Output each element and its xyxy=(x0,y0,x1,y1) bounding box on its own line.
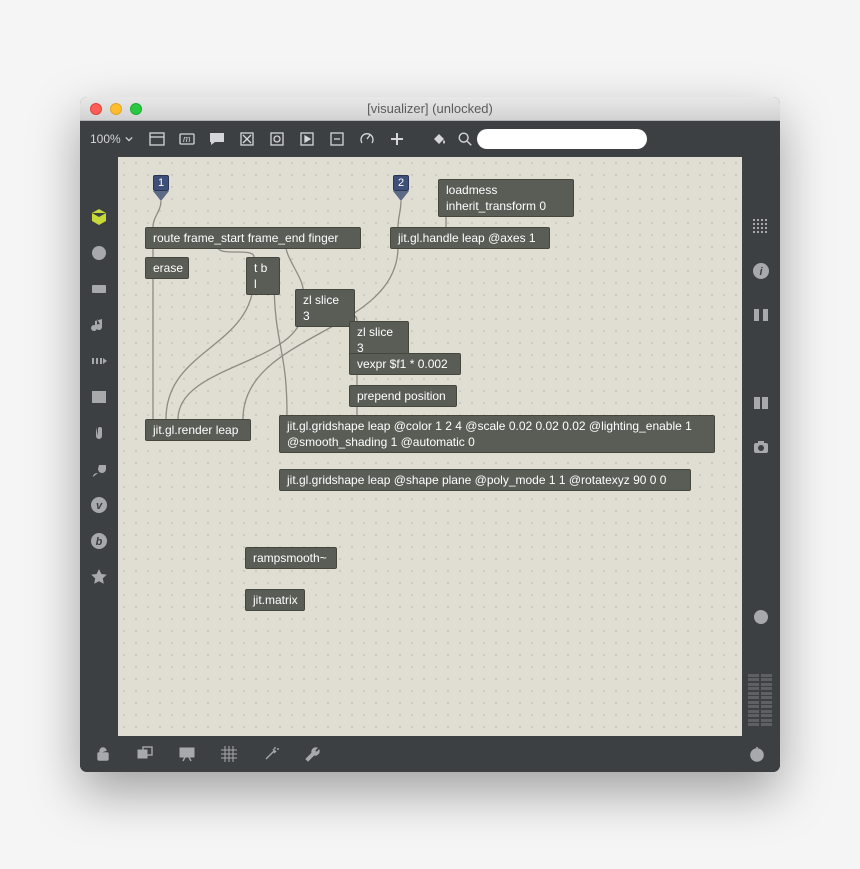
grid-toggle-icon[interactable] xyxy=(220,745,238,763)
toolbar-bang-icon[interactable] xyxy=(237,129,257,149)
object-zl1[interactable]: zl slice 3 xyxy=(295,289,355,327)
toolbar-dial-icon[interactable] xyxy=(357,129,377,149)
object-render[interactable]: jit.gl.render leap xyxy=(145,419,251,441)
patch-canvas[interactable]: 1 2 loadmess inherit_transform 0 route fram… xyxy=(118,157,742,736)
body: v b 1 2 loadmess inherit_transform 0 route … xyxy=(80,157,780,736)
left-b-badge-icon[interactable]: b xyxy=(89,531,109,551)
toolbar-number-icon[interactable] xyxy=(327,129,347,149)
close-window-button[interactable] xyxy=(90,103,102,115)
right-columns-icon[interactable] xyxy=(751,305,771,325)
toolbar-patcher-icon[interactable] xyxy=(147,129,167,149)
inlet-triangle-icon xyxy=(153,191,169,201)
object-grid2[interactable]: jit.gl.gridshape leap @shape plane @poly… xyxy=(279,469,691,491)
traffic-lights xyxy=(90,103,142,115)
right-list-icon[interactable] xyxy=(751,349,771,369)
toolbar-bucket-icon[interactable] xyxy=(429,129,449,149)
toolbar-add-icon[interactable] xyxy=(387,129,407,149)
right-grid-icon[interactable] xyxy=(751,217,771,237)
left-cube-icon[interactable] xyxy=(89,207,109,227)
right-info-icon[interactable]: i xyxy=(751,261,771,281)
object-ramp[interactable]: rampsmooth~ xyxy=(245,547,337,569)
left-cue-icon[interactable] xyxy=(89,351,109,371)
object-loadmess[interactable]: loadmess inherit_transform 0 xyxy=(438,179,574,217)
bottom-toolbar xyxy=(80,736,780,772)
zoom-window-button[interactable] xyxy=(130,103,142,115)
svg-text:b: b xyxy=(96,536,103,548)
power-icon[interactable] xyxy=(748,745,766,763)
chevron-down-icon xyxy=(125,135,133,143)
toolbar-message-icon[interactable]: m xyxy=(177,129,197,149)
left-star-icon[interactable] xyxy=(89,567,109,587)
object-handle[interactable]: jit.gl.handle leap @axes 1 xyxy=(390,227,550,249)
present-icon[interactable] xyxy=(178,745,196,763)
inlet-2[interactable]: 2 xyxy=(393,175,409,191)
minimize-window-button[interactable] xyxy=(110,103,122,115)
left-image-icon[interactable] xyxy=(89,387,109,407)
left-plug-icon[interactable] xyxy=(89,459,109,479)
right-camera-icon[interactable] xyxy=(751,437,771,457)
tool-icons-group: m xyxy=(147,129,449,149)
meter-knob-icon[interactable] xyxy=(754,610,768,624)
object-route[interactable]: route frame_start frame_end finger xyxy=(145,227,361,249)
object-tbl[interactable]: t b l xyxy=(246,257,280,295)
left-clip-icon[interactable] xyxy=(89,423,109,443)
svg-text:v: v xyxy=(96,500,103,512)
top-toolbar: 100% m xyxy=(80,121,780,157)
search-input[interactable] xyxy=(477,129,647,149)
left-rail: v b xyxy=(80,157,118,736)
object-vexpr[interactable]: vexpr $f1 * 0.002 xyxy=(349,353,461,375)
zoom-level[interactable]: 100% xyxy=(90,132,133,146)
app-window: [visualizer] (unlocked) 100% m xyxy=(80,97,780,772)
left-v-badge-icon[interactable]: v xyxy=(89,495,109,515)
object-prepend[interactable]: prepend position xyxy=(349,385,457,407)
titlebar: [visualizer] (unlocked) xyxy=(80,97,780,121)
toolbar-play-icon[interactable] xyxy=(297,129,317,149)
right-rail: i xyxy=(742,157,780,736)
lock-icon[interactable] xyxy=(94,745,112,763)
audio-meter[interactable] xyxy=(748,610,774,726)
inlet-1[interactable]: 1 xyxy=(153,175,169,191)
object-erase[interactable]: erase xyxy=(145,257,189,279)
left-note-icon[interactable] xyxy=(89,315,109,335)
inlet-triangle-icon xyxy=(393,191,409,201)
object-grid1[interactable]: jit.gl.gridshape leap @color 1 2 4 @scal… xyxy=(279,415,715,453)
svg-text:m: m xyxy=(183,134,191,144)
left-panel-icon[interactable] xyxy=(89,279,109,299)
toolbar-comment-icon[interactable] xyxy=(207,129,227,149)
window-title: [visualizer] (unlocked) xyxy=(80,101,780,116)
wrench-icon[interactable] xyxy=(304,745,322,763)
toolbar-toggle-icon[interactable] xyxy=(267,129,287,149)
wand-icon[interactable] xyxy=(262,745,280,763)
left-target-icon[interactable] xyxy=(89,243,109,263)
search-icon xyxy=(457,131,473,147)
search-wrap xyxy=(457,129,647,149)
object-matrix[interactable]: jit.matrix xyxy=(245,589,305,611)
windows-icon[interactable] xyxy=(136,745,154,763)
right-book-icon[interactable] xyxy=(751,393,771,413)
zoom-value: 100% xyxy=(90,132,121,146)
